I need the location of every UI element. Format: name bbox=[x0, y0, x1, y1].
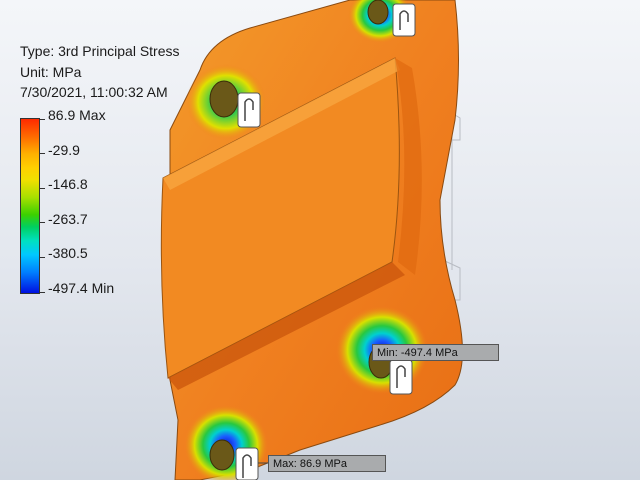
legend-tick bbox=[40, 153, 45, 154]
legend-tick bbox=[40, 222, 45, 223]
result-type-label: Type: 3rd Principal Stress bbox=[20, 43, 180, 59]
block-top-face bbox=[163, 58, 400, 190]
side-face bbox=[395, 58, 422, 275]
legend-label: -146.8 bbox=[48, 176, 88, 192]
legend-label-max: 86.9 Max bbox=[48, 107, 106, 123]
legend-tick bbox=[40, 119, 45, 120]
legend-label: -263.7 bbox=[48, 211, 88, 227]
legend-tick bbox=[40, 188, 45, 189]
legend-label: -29.9 bbox=[48, 142, 80, 158]
bolt-holes bbox=[209, 0, 394, 471]
constraint-glyph-marks bbox=[242, 10, 409, 478]
legend-tick bbox=[40, 292, 45, 293]
constraint-glyphs[interactable] bbox=[235, 3, 416, 480]
groove-line bbox=[168, 262, 405, 390]
result-unit-label: Unit: MPa bbox=[20, 64, 82, 80]
legend-tick bbox=[40, 257, 45, 258]
max-probe-label[interactable]: Max: 86.9 MPa bbox=[268, 455, 386, 472]
legend-label-min: -497.4 Min bbox=[48, 280, 115, 296]
color-legend-bar[interactable] bbox=[20, 118, 40, 294]
result-date-label: 7/30/2021, 11:00:32 AM bbox=[20, 84, 168, 100]
min-probe-label[interactable]: Min: -497.4 MPa bbox=[372, 344, 499, 361]
legend-label: -380.5 bbox=[48, 245, 88, 261]
